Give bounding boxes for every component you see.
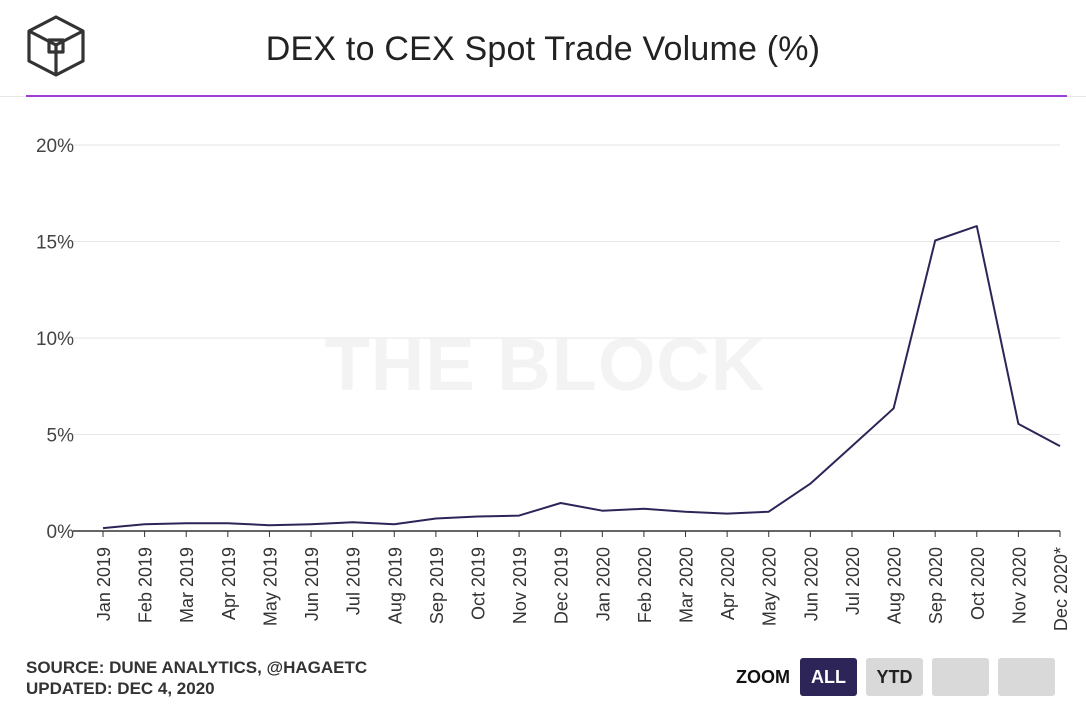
x-tick-label: Sep 2020 — [926, 547, 946, 624]
y-tick-label: 5% — [47, 426, 75, 447]
y-tick-label: 15% — [36, 233, 74, 254]
x-tick-label: Aug 2019 — [385, 547, 405, 624]
x-tick-label: Dec 2020* — [1051, 547, 1071, 631]
x-tick-label: Oct 2020 — [968, 547, 988, 620]
chart-title: DEX to CEX Spot Trade Volume (%) — [265, 30, 821, 68]
x-tick-label: Jan 2019 — [94, 547, 114, 621]
x-tick-label: Jan 2020 — [593, 547, 613, 621]
the-block-logo-icon — [27, 15, 85, 77]
x-tick-label: Nov 2019 — [510, 547, 530, 624]
zoom-ytd-button[interactable]: YTD — [866, 658, 923, 696]
zoom-option-button[interactable] — [998, 658, 1055, 696]
x-tick-label: Oct 2019 — [468, 547, 488, 620]
zoom-option-button[interactable] — [932, 658, 989, 696]
x-tick-label: May 2019 — [260, 547, 280, 626]
x-tick-label: Aug 2020 — [885, 547, 905, 624]
series-line — [102, 225, 1061, 530]
y-tick-label: 10% — [36, 329, 74, 350]
chart-footer: SOURCE: DUNE ANALYTICS, @HAGAETC UPDATED… — [26, 657, 367, 699]
source-text: SOURCE: DUNE ANALYTICS, @HAGAETC — [26, 658, 368, 677]
y-tick-label: 20% — [36, 136, 74, 157]
chart-header: DEX to CEX Spot Trade Volume (%) — [0, 0, 1086, 96]
header-accent-line — [26, 95, 1067, 97]
zoom-all-button[interactable]: ALL — [800, 658, 857, 696]
x-tick-label: Jul 2020 — [843, 547, 863, 615]
x-tick-label: Mar 2020 — [677, 547, 697, 623]
x-tick-label: Apr 2020 — [718, 547, 738, 620]
zoom-label: ZOOM — [736, 666, 790, 687]
watermark: THE BLOCK — [325, 323, 766, 406]
x-tick-label: Jun 2020 — [801, 547, 821, 621]
line-chart: THE BLOCK 0% 5% 10% 15% 20% Jan 2019 Feb 2019… — [36, 136, 1071, 631]
y-tick-label: 0% — [47, 522, 75, 543]
x-tick-label: Dec 2019 — [552, 547, 572, 624]
x-tick-label: Nov 2020 — [1009, 547, 1029, 624]
x-tick-label: Feb 2020 — [635, 547, 655, 623]
x-tick-label: Mar 2019 — [177, 547, 197, 623]
x-tick-label: Sep 2019 — [427, 547, 447, 624]
x-tick-label: Apr 2019 — [219, 547, 239, 620]
updated-text: UPDATED: DEC 4, 2020 — [26, 679, 215, 698]
x-tick-label: May 2020 — [760, 547, 780, 626]
x-tick-label: Jul 2019 — [344, 547, 364, 615]
zoom-controls: ZOOM ALL YTD — [736, 657, 1064, 697]
x-tick-label: Jun 2019 — [302, 547, 322, 621]
x-tick-label: Feb 2019 — [136, 547, 156, 623]
